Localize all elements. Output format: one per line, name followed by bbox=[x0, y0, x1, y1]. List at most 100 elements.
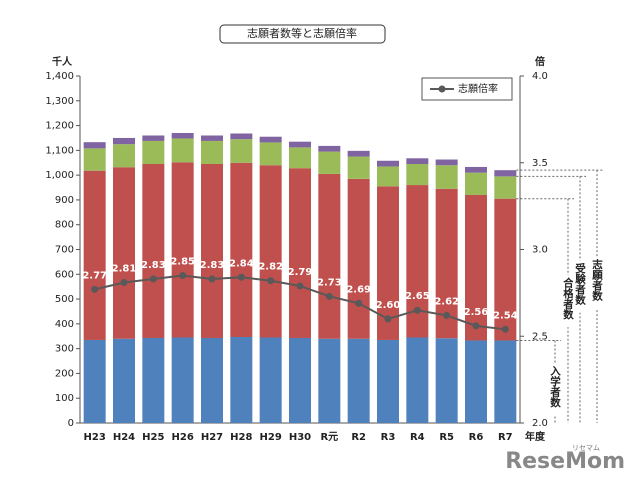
line-point bbox=[501, 325, 509, 333]
bar-segment bbox=[230, 162, 253, 337]
y-tick-label: 200 bbox=[55, 368, 74, 379]
bar-segment bbox=[201, 140, 223, 164]
y2-tick-label: 4.0 bbox=[532, 71, 548, 82]
bar-segment bbox=[406, 337, 429, 423]
bar-segment bbox=[113, 144, 135, 168]
line-point bbox=[91, 285, 99, 293]
bar-segment bbox=[171, 337, 194, 423]
x-tick-label: R3 bbox=[381, 432, 396, 443]
bracket-label: 合格者数 bbox=[562, 276, 574, 320]
bracket-label-bg bbox=[573, 260, 587, 313]
line-point bbox=[355, 299, 363, 307]
bar-segment bbox=[113, 338, 135, 423]
bar-segment bbox=[318, 151, 341, 174]
y-tick-label: 600 bbox=[55, 269, 74, 280]
x-tick-label: R6 bbox=[469, 432, 484, 443]
data-label: 2.56 bbox=[464, 307, 489, 318]
line-point bbox=[413, 306, 421, 314]
bar-segment bbox=[259, 165, 282, 338]
bar-segment bbox=[347, 156, 370, 179]
data-label: 2.54 bbox=[493, 310, 518, 321]
bar-segment bbox=[465, 166, 487, 173]
y-tick-label: 400 bbox=[55, 319, 74, 330]
x-tick-label: H23 bbox=[84, 432, 106, 443]
y-tick-label: 1,200 bbox=[45, 121, 74, 132]
x-tick-label: H26 bbox=[172, 432, 194, 443]
x-tick-label: H28 bbox=[230, 432, 252, 443]
x-tick-label: R5 bbox=[439, 432, 454, 443]
legend-label: 志願倍率 bbox=[458, 82, 498, 95]
bar-segment bbox=[377, 160, 399, 167]
legend-marker bbox=[438, 85, 446, 93]
y-tick-label: 1,000 bbox=[45, 170, 74, 181]
bar-segment bbox=[171, 133, 194, 139]
bar-segment bbox=[406, 185, 429, 338]
y2-tick-label: 2.5 bbox=[532, 331, 548, 342]
y2-tick-label: 3.0 bbox=[532, 245, 548, 256]
y-tick-label: 300 bbox=[55, 344, 74, 355]
line-point bbox=[384, 315, 392, 323]
bar-segment bbox=[142, 135, 165, 141]
bracket-label-bg bbox=[561, 275, 575, 328]
bar-segment bbox=[435, 188, 458, 339]
bar-segment bbox=[259, 136, 282, 143]
y-tick-label: 1,400 bbox=[45, 71, 74, 82]
x-tick-label: H30 bbox=[289, 432, 311, 443]
bar-segment bbox=[494, 170, 517, 177]
bar-segment bbox=[289, 147, 311, 169]
bar-segment bbox=[171, 162, 194, 338]
y-tick-label: 500 bbox=[55, 294, 74, 305]
line-point bbox=[472, 322, 480, 330]
y-tick-label: 1,300 bbox=[45, 96, 74, 107]
bracket-label-bg bbox=[590, 256, 604, 309]
line-point bbox=[179, 272, 187, 280]
x-tick-label: H25 bbox=[142, 432, 164, 443]
line-point bbox=[443, 311, 451, 319]
line-point bbox=[325, 292, 333, 300]
data-label: 2.83 bbox=[200, 260, 225, 271]
x-tick-label: R元 bbox=[320, 431, 338, 443]
line-point bbox=[237, 273, 245, 281]
bar-segment bbox=[318, 338, 341, 423]
y-axis-label: 千人 bbox=[52, 55, 73, 68]
bar-segment bbox=[142, 163, 165, 338]
bar-segment bbox=[230, 133, 253, 140]
bar-segment bbox=[142, 337, 165, 423]
data-label: 2.60 bbox=[376, 300, 401, 311]
line-point bbox=[120, 278, 128, 286]
watermark: ReseMom bbox=[505, 449, 625, 474]
data-label: 2.62 bbox=[434, 296, 459, 307]
bar-segment bbox=[494, 198, 517, 341]
bar-segment bbox=[435, 165, 458, 189]
bar-segment bbox=[142, 140, 165, 164]
data-label: 2.83 bbox=[141, 260, 166, 271]
data-label: 2.82 bbox=[258, 262, 283, 273]
bar-segment bbox=[494, 176, 517, 199]
bar-segment bbox=[230, 139, 253, 163]
bracket-label-bg bbox=[548, 363, 562, 416]
bar-segment bbox=[259, 337, 282, 423]
bar-segment bbox=[289, 168, 311, 338]
bar-segment bbox=[289, 337, 311, 423]
bar-segment bbox=[435, 338, 458, 423]
bracket-label: 入学者数 bbox=[549, 365, 561, 408]
bar-segment bbox=[377, 339, 399, 423]
x-unit: 年度 bbox=[525, 430, 546, 443]
line-point bbox=[149, 275, 157, 283]
bar-segment bbox=[406, 163, 429, 186]
bar-segment bbox=[406, 158, 429, 164]
y2-tick-label: 2.0 bbox=[532, 418, 548, 429]
bar-segment bbox=[201, 337, 223, 423]
y2-tick-label: 3.5 bbox=[532, 158, 548, 169]
data-label: 2.73 bbox=[317, 277, 342, 288]
data-label: 2.77 bbox=[82, 270, 107, 281]
data-label: 2.84 bbox=[229, 258, 254, 269]
y-tick-label: 700 bbox=[55, 245, 74, 256]
bar-segment bbox=[83, 170, 106, 340]
line-point bbox=[267, 277, 275, 285]
x-tick-label: H27 bbox=[201, 432, 223, 443]
bar-segment bbox=[465, 194, 487, 341]
bar-segment bbox=[318, 145, 341, 152]
bar-segment bbox=[230, 336, 253, 423]
y-tick-label: 800 bbox=[55, 220, 74, 231]
